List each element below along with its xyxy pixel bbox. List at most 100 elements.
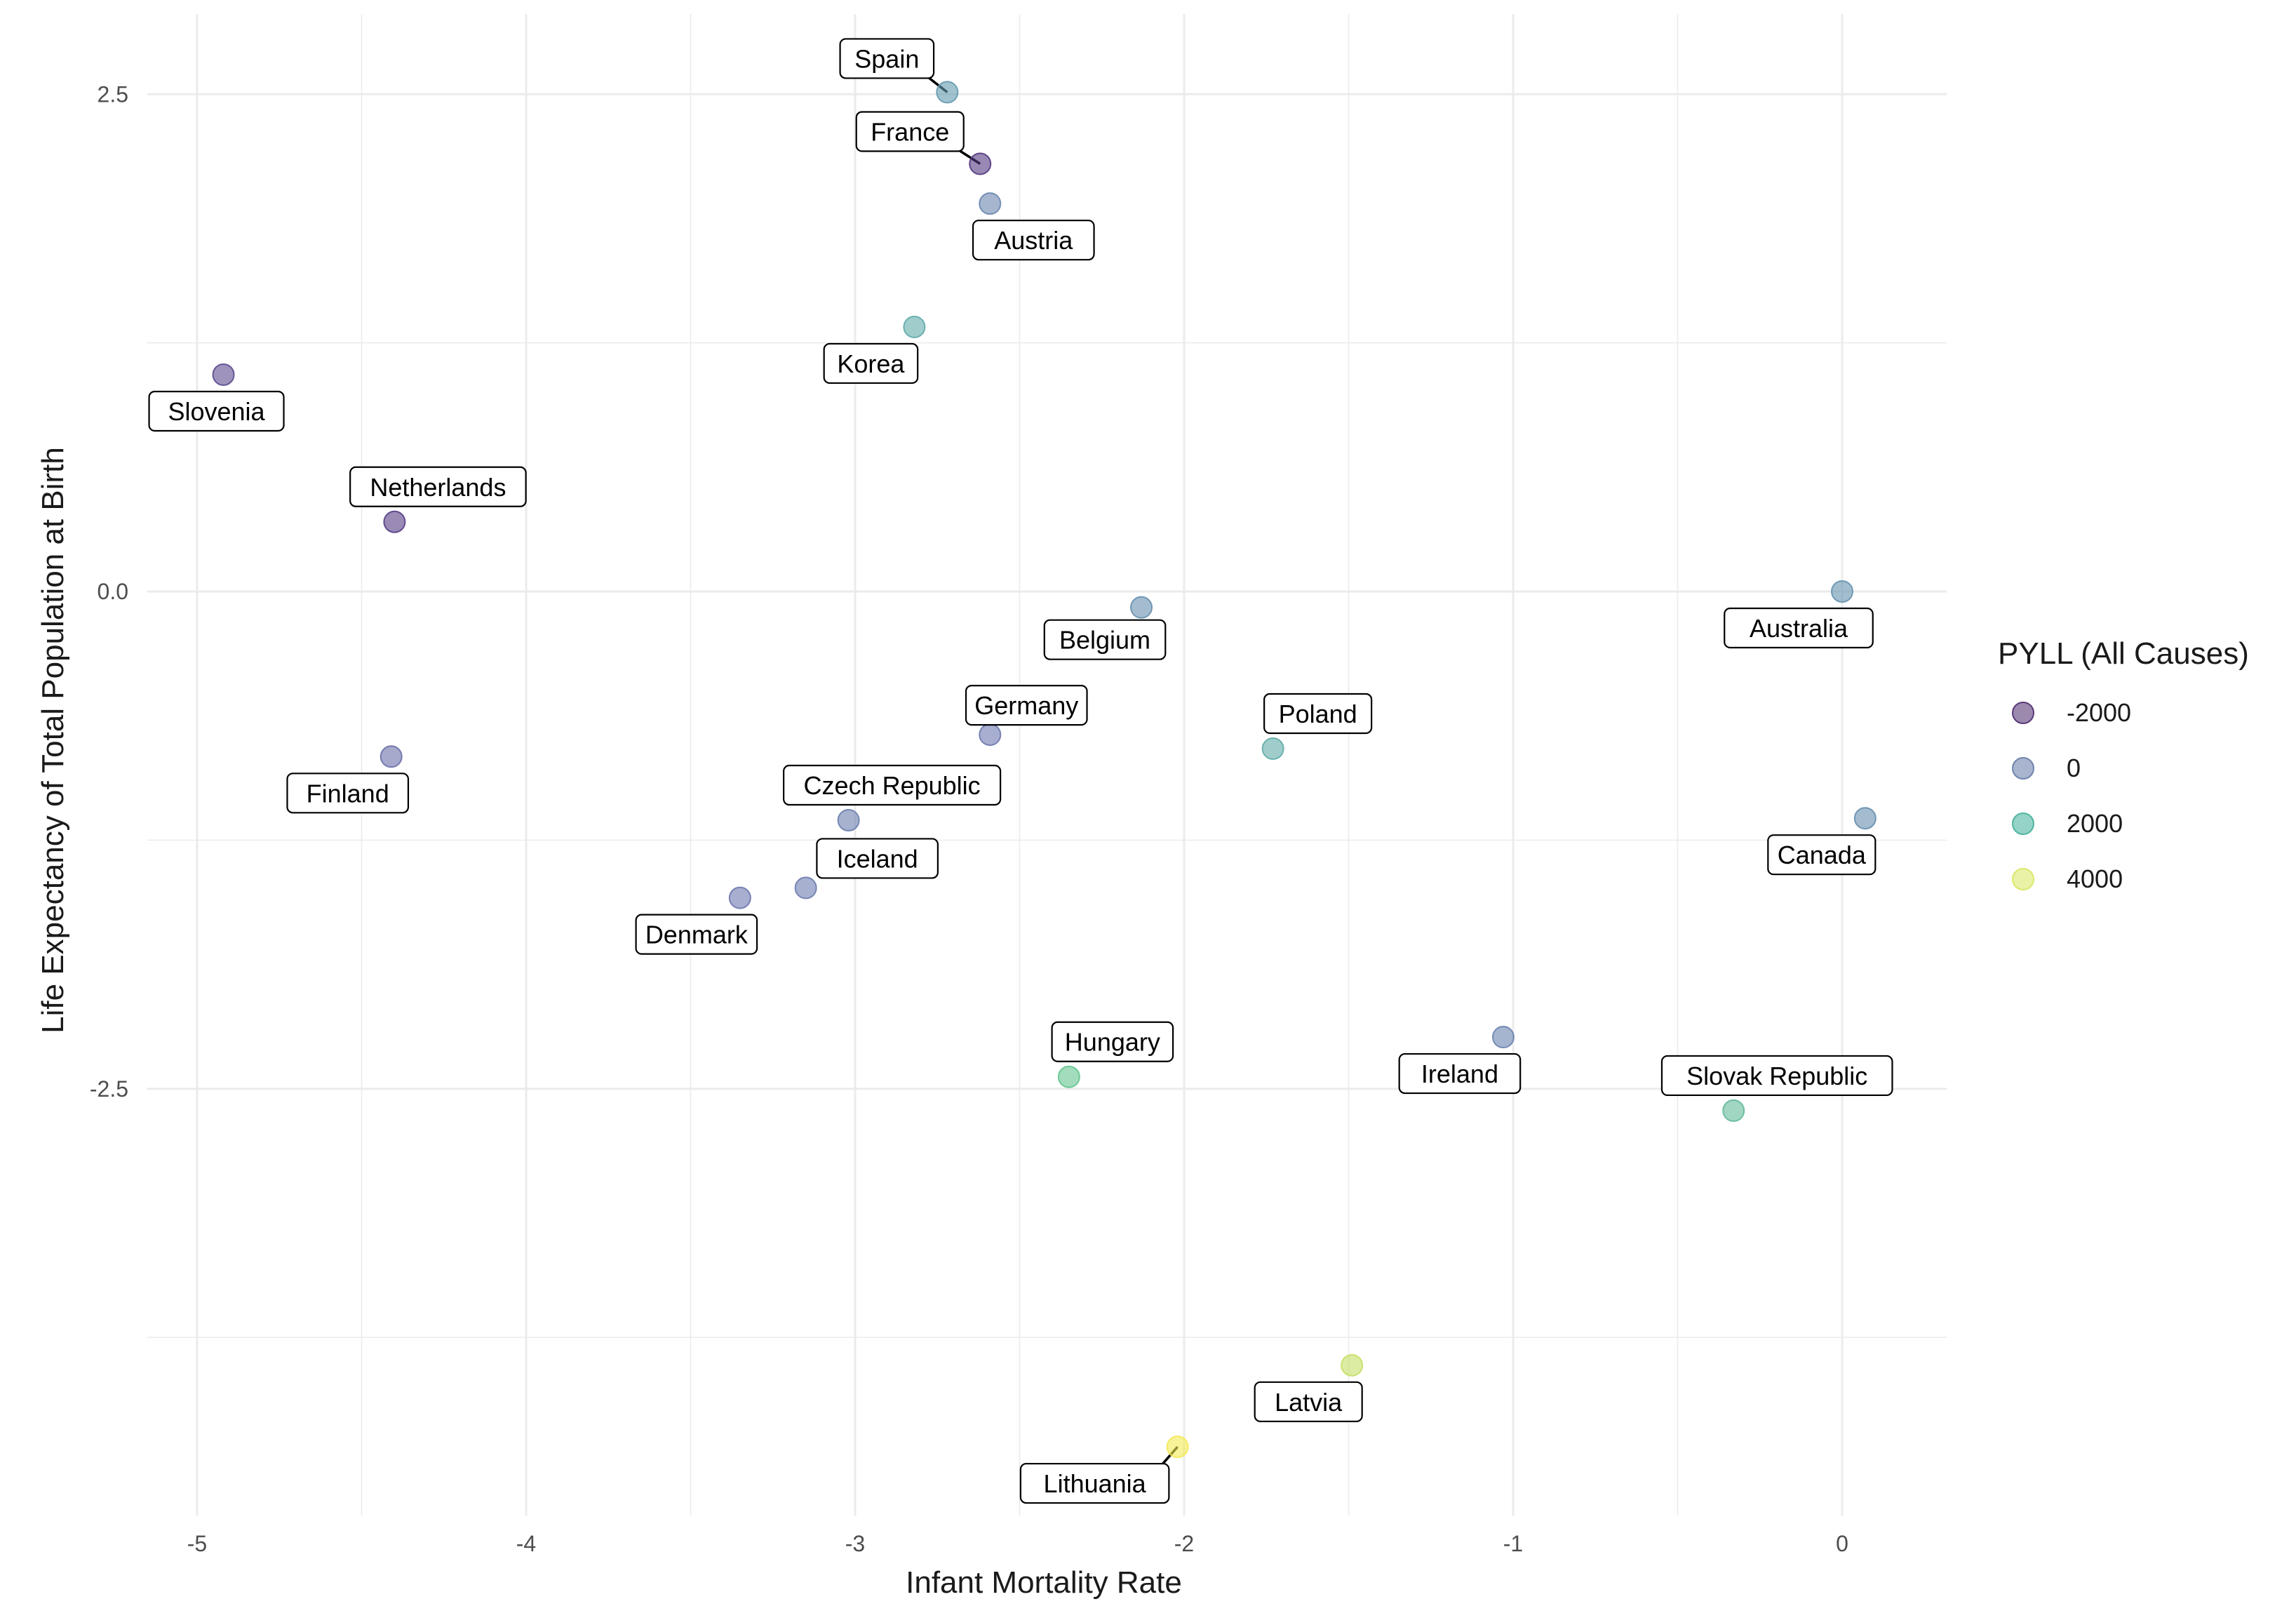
y-axis-ticks: 2.5 0.0 -2.5 bbox=[90, 81, 128, 1102]
legend-label: 2000 bbox=[2067, 809, 2123, 838]
data-point bbox=[1341, 1353, 1364, 1377]
label-box bbox=[286, 773, 410, 814]
legend: PYLL (All Causes) -2000 0 2000 4000 bbox=[1998, 636, 2249, 893]
y-tick-label: -2.5 bbox=[90, 1076, 128, 1102]
label-text: Hungary bbox=[1065, 1028, 1160, 1057]
label-text: Netherlands bbox=[370, 473, 506, 502]
point-label: Iceland bbox=[816, 838, 939, 879]
label-text: Ireland bbox=[1421, 1059, 1498, 1088]
point-label: Australia bbox=[1724, 607, 1874, 649]
label-text: Slovenia bbox=[168, 397, 265, 426]
y-tick-label: 0.0 bbox=[98, 579, 128, 604]
point-label: Spain bbox=[839, 38, 935, 79]
data-point bbox=[212, 363, 235, 386]
legend-title: PYLL (All Causes) bbox=[1998, 636, 2249, 671]
label-box bbox=[1263, 693, 1373, 735]
point-labels: Spain France Austria Korea Slovenia Netherlan… bbox=[148, 38, 1893, 1504]
label-box bbox=[148, 390, 285, 432]
label-text: Slovak Republic bbox=[1686, 1062, 1867, 1090]
legend-key bbox=[2012, 702, 2034, 724]
label-box bbox=[635, 914, 758, 955]
label-text: Lithuania bbox=[1044, 1469, 1147, 1498]
point-label: Poland bbox=[1263, 693, 1373, 735]
label-text: Poland bbox=[1279, 700, 1357, 728]
data-point bbox=[794, 876, 817, 900]
data-point bbox=[979, 192, 1002, 215]
x-tick-label: -1 bbox=[1503, 1531, 1523, 1556]
x-tick-label: -3 bbox=[845, 1531, 865, 1556]
data-point bbox=[1491, 1026, 1515, 1049]
point-label: Austria bbox=[972, 220, 1095, 261]
label-text: Korea bbox=[837, 349, 905, 378]
label-box bbox=[839, 38, 935, 79]
data-point bbox=[383, 510, 406, 533]
point-label: Belgium bbox=[1043, 619, 1167, 660]
point-label: Latvia bbox=[1254, 1381, 1363, 1422]
x-tick-label: -4 bbox=[516, 1531, 536, 1556]
x-axis-title: Infant Mortality Rate bbox=[906, 1565, 1182, 1600]
label-box bbox=[1767, 834, 1877, 876]
data-point bbox=[903, 315, 926, 338]
data-point bbox=[969, 152, 992, 175]
label-text: Czech Republic bbox=[804, 771, 981, 800]
label-box bbox=[349, 466, 527, 507]
label-box bbox=[972, 220, 1095, 261]
point-label: Ireland bbox=[1398, 1052, 1522, 1095]
label-text: Australia bbox=[1750, 614, 1848, 643]
data-point bbox=[380, 745, 403, 768]
point-label: Netherlands bbox=[349, 466, 527, 507]
legend-label: -2000 bbox=[2067, 698, 2131, 727]
label-box bbox=[1019, 1462, 1170, 1504]
x-tick-label: -2 bbox=[1174, 1531, 1194, 1556]
data-point bbox=[728, 886, 751, 909]
y-tick-label: 2.5 bbox=[98, 81, 128, 107]
legend-key bbox=[2012, 868, 2034, 890]
label-box bbox=[1043, 619, 1167, 660]
data-point bbox=[837, 809, 860, 832]
label-text: Belgium bbox=[1059, 626, 1150, 655]
x-tick-label: 0 bbox=[1836, 1531, 1848, 1556]
point-label: Slovak Republic bbox=[1660, 1055, 1893, 1097]
label-text: Austria bbox=[994, 226, 1073, 255]
data-point bbox=[1166, 1436, 1189, 1459]
data-point bbox=[1130, 596, 1153, 619]
x-axis-ticks: -5 -4 -3 -2 -1 0 bbox=[187, 1531, 1848, 1556]
label-box bbox=[1051, 1021, 1174, 1062]
point-label: Canada bbox=[1767, 834, 1877, 876]
label-text: Canada bbox=[1778, 841, 1867, 869]
legend-label: 0 bbox=[2067, 754, 2081, 782]
label-box bbox=[823, 342, 919, 385]
label-text: Spain bbox=[854, 44, 919, 73]
data-point bbox=[979, 723, 1002, 747]
label-box bbox=[1724, 607, 1874, 649]
point-label: France bbox=[855, 111, 965, 152]
point-label: Czech Republic bbox=[783, 764, 1002, 806]
data-point bbox=[1261, 737, 1284, 760]
label-box bbox=[855, 111, 965, 152]
point-label: Denmark bbox=[635, 914, 758, 955]
label-box bbox=[1660, 1055, 1893, 1097]
label-text: Iceland bbox=[837, 844, 918, 873]
label-box bbox=[783, 764, 1002, 806]
legend-key bbox=[2012, 813, 2034, 835]
legend-key bbox=[2012, 757, 2034, 780]
data-points bbox=[212, 81, 1877, 1459]
label-text: Finland bbox=[307, 779, 389, 808]
y-axis-title: Life Expectancy of Total Population at B… bbox=[36, 447, 70, 1034]
data-point bbox=[936, 81, 959, 104]
label-box bbox=[816, 838, 939, 879]
label-text: France bbox=[871, 117, 949, 146]
data-point bbox=[1722, 1099, 1745, 1122]
label-box bbox=[1398, 1052, 1522, 1095]
point-label: Korea bbox=[823, 342, 919, 385]
label-text: Germany bbox=[974, 691, 1078, 720]
point-label: Germany bbox=[965, 685, 1088, 726]
point-label: Slovenia bbox=[148, 390, 285, 432]
point-label: Lithuania bbox=[1019, 1462, 1170, 1504]
label-text: Denmark bbox=[645, 921, 748, 949]
legend-label: 4000 bbox=[2067, 864, 2123, 893]
point-label: Finland bbox=[286, 773, 410, 814]
data-point bbox=[1831, 580, 1853, 603]
label-text: Latvia bbox=[1275, 1388, 1343, 1417]
x-tick-label: -5 bbox=[187, 1531, 207, 1556]
